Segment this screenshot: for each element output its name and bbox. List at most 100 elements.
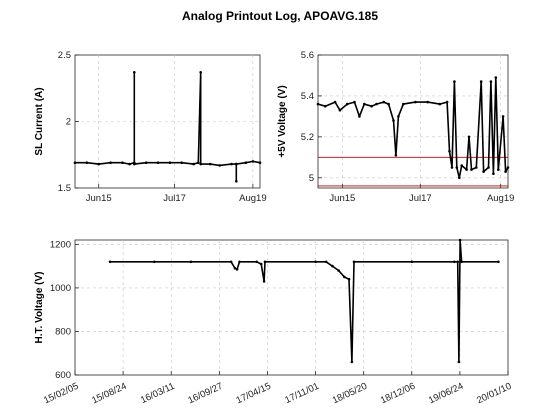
data-point	[347, 277, 351, 281]
data-point	[197, 161, 200, 164]
data-point	[199, 71, 202, 74]
x-tick-label: Aug19	[239, 193, 266, 204]
data-point	[235, 268, 239, 271]
data-point	[470, 168, 473, 171]
data-point	[199, 162, 202, 166]
data-point	[238, 260, 241, 264]
data-point	[453, 80, 456, 83]
x-tick-label: Jul17	[163, 193, 186, 204]
data-point	[258, 161, 262, 164]
data-point	[121, 161, 124, 164]
data-point	[235, 162, 238, 166]
data-point	[448, 149, 451, 153]
data-point	[458, 176, 461, 180]
data-point	[460, 164, 464, 167]
data-point	[97, 162, 100, 166]
x-tick-label: Jun15	[329, 193, 355, 204]
data-point	[337, 269, 340, 272]
data-point	[133, 71, 136, 74]
data-point	[467, 135, 471, 139]
data-point	[73, 161, 77, 164]
x-tick-label: Jun15	[86, 193, 112, 204]
data-point	[218, 164, 221, 167]
data-point	[331, 264, 334, 268]
data-point	[497, 260, 500, 264]
data-point	[324, 260, 328, 264]
x-tick-label: Jul17	[409, 193, 432, 204]
data-point	[230, 162, 233, 166]
series-line	[317, 76, 509, 179]
data-point	[189, 260, 193, 264]
panel-5v-voltage: Jun15 Jul17 Aug19 5 5.2 5.4 5.6 +5V Voltage (V)	[277, 50, 514, 204]
data-point	[363, 102, 366, 106]
data-point	[492, 172, 495, 175]
data-point	[192, 162, 195, 166]
y-axis-label: H.T. Voltage (V)	[34, 271, 45, 343]
data-point	[460, 260, 463, 264]
panel-sl-current: Jun15 Jul17 Aug19 1.5 2 2.5 SL Current (A)	[34, 50, 267, 204]
data-point	[402, 102, 405, 106]
data-point	[387, 102, 390, 106]
data-point	[489, 80, 493, 83]
y-tick-label: 1.5	[58, 183, 71, 194]
axes-frame	[74, 239, 509, 376]
x-tick-label: Aug19	[487, 193, 514, 204]
y-tick-label: 2	[66, 117, 71, 128]
data-point	[128, 162, 131, 166]
data-point	[153, 260, 156, 264]
y-tick-label: 1000	[50, 283, 71, 294]
y-axis-label: SL Current (A)	[34, 87, 45, 155]
data-point	[475, 166, 478, 169]
data-point	[465, 168, 468, 171]
data-point	[85, 161, 89, 164]
data-point	[487, 166, 490, 169]
data-point	[333, 100, 337, 104]
figure-title: Analog Printout Log, APOAVG.185	[182, 9, 378, 23]
data-point	[453, 260, 456, 264]
data-point	[497, 168, 500, 171]
data-point	[392, 119, 395, 122]
data-point	[479, 80, 483, 83]
y-tick-label: 5.2	[301, 132, 314, 143]
data-point	[255, 260, 258, 264]
data-point	[316, 102, 320, 106]
data-point	[438, 102, 442, 106]
data-point	[168, 161, 172, 164]
y-tick-label: 1200	[50, 239, 71, 250]
data-point	[262, 280, 266, 283]
data-point	[251, 160, 255, 163]
data-point	[133, 162, 136, 166]
y-tick-label: 5.6	[301, 50, 314, 61]
data-point	[494, 76, 498, 79]
data-point	[109, 161, 112, 164]
data-point	[382, 100, 386, 104]
data-point	[370, 104, 373, 108]
data-point	[414, 100, 417, 104]
data-point	[350, 360, 354, 364]
data-point	[353, 100, 356, 104]
data-point	[156, 161, 160, 164]
y-tick-label: 5	[309, 173, 314, 184]
data-point	[244, 161, 248, 164]
y-tick-label: 800	[55, 326, 71, 337]
data-point	[263, 260, 267, 264]
data-point	[458, 238, 462, 242]
data-point	[108, 260, 112, 264]
data-point	[229, 260, 233, 264]
data-point	[375, 102, 378, 106]
data-point	[410, 260, 414, 264]
data-point	[343, 275, 346, 279]
data-point	[235, 180, 238, 183]
data-point	[456, 260, 460, 264]
data-point	[501, 115, 505, 118]
data-point	[352, 260, 356, 264]
data-point	[450, 166, 454, 169]
data-point	[345, 102, 349, 106]
y-tick-label: 2.5	[58, 50, 71, 61]
data-point	[457, 360, 461, 364]
y-axis-label: +5V Voltage (V)	[277, 85, 288, 157]
data-point	[338, 108, 342, 112]
data-point	[180, 161, 183, 164]
data-point	[233, 267, 237, 270]
